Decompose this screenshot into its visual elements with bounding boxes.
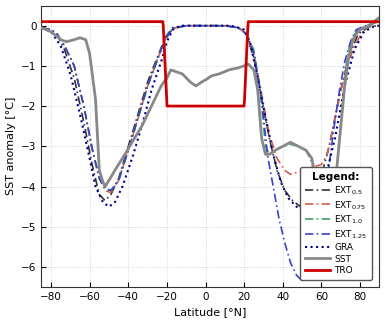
SST bbox=[254, 83, 259, 87]
Line: TRO: TRO bbox=[41, 22, 380, 106]
EXT$_{0.5}$ bbox=[255, 73, 259, 77]
EXT$_{0.5}$ bbox=[236, 26, 240, 30]
Legend: EXT$_{0.5}$, EXT$_{0.75}$, EXT$_{1.0}$, EXT$_{1.25}$, GRA, SST, TRO: EXT$_{0.5}$, EXT$_{0.75}$, EXT$_{1.0}$, … bbox=[300, 168, 372, 280]
TRO bbox=[39, 20, 44, 24]
SST bbox=[244, 63, 249, 67]
EXT$_{0.5}$ bbox=[331, 124, 336, 128]
GRA bbox=[39, 26, 44, 30]
EXT$_{1.0}$ bbox=[295, 144, 300, 148]
Line: EXT$_{0.75}$: EXT$_{0.75}$ bbox=[41, 22, 380, 193]
GRA bbox=[377, 24, 382, 27]
EXT$_{0.5}$ bbox=[377, 24, 382, 27]
EXT$_{1.0}$ bbox=[60, 40, 64, 44]
Line: GRA: GRA bbox=[41, 26, 380, 211]
SST bbox=[377, 16, 382, 20]
EXT$_{1.25}$ bbox=[244, 33, 249, 37]
EXT$_{0.5}$ bbox=[39, 26, 44, 30]
EXT$_{0.75}$ bbox=[255, 69, 259, 73]
TRO bbox=[245, 43, 249, 47]
TRO bbox=[331, 20, 335, 24]
GRA bbox=[296, 206, 301, 210]
SST bbox=[295, 144, 300, 148]
TRO bbox=[255, 20, 259, 24]
EXT$_{1.25}$ bbox=[39, 26, 44, 30]
EXT$_{1.25}$ bbox=[331, 134, 335, 138]
EXT$_{1.25}$ bbox=[254, 68, 259, 72]
EXT$_{1.0}$ bbox=[39, 26, 44, 30]
SST bbox=[235, 66, 240, 70]
EXT$_{0.75}$ bbox=[236, 26, 240, 30]
EXT$_{1.0}$ bbox=[254, 66, 259, 70]
EXT$_{1.0}$ bbox=[244, 33, 249, 36]
EXT$_{1.25}$ bbox=[60, 40, 64, 44]
EXT$_{1.0}$ bbox=[235, 26, 240, 29]
TRO bbox=[377, 20, 382, 24]
EXT$_{1.25}$ bbox=[235, 26, 240, 29]
Line: EXT$_{0.5}$: EXT$_{0.5}$ bbox=[41, 26, 380, 207]
SST bbox=[39, 26, 44, 30]
SST bbox=[331, 205, 335, 209]
EXT$_{0.5}$ bbox=[245, 35, 249, 38]
EXT$_{0.75}$ bbox=[331, 126, 335, 130]
EXT$_{0.5}$ bbox=[298, 205, 303, 209]
EXT$_{0.5}$ bbox=[184, 24, 189, 27]
EXT$_{0.75}$ bbox=[245, 34, 249, 38]
EXT$_{1.25}$ bbox=[295, 275, 300, 278]
EXT$_{0.75}$ bbox=[109, 191, 113, 194]
SST bbox=[323, 229, 328, 233]
EXT$_{0.75}$ bbox=[296, 170, 301, 174]
EXT$_{1.25}$ bbox=[377, 18, 382, 22]
SST bbox=[60, 38, 64, 42]
TRO bbox=[296, 20, 301, 24]
GRA bbox=[236, 26, 240, 29]
TRO bbox=[236, 104, 240, 108]
EXT$_{0.75}$ bbox=[39, 26, 44, 30]
X-axis label: Latitude [°N]: Latitude [°N] bbox=[174, 307, 246, 318]
EXT$_{1.0}$ bbox=[331, 203, 335, 207]
Y-axis label: SST anomaly [°C]: SST anomaly [°C] bbox=[5, 97, 15, 195]
EXT$_{0.75}$ bbox=[60, 40, 64, 44]
GRA bbox=[60, 48, 64, 52]
GRA bbox=[331, 143, 336, 147]
Line: EXT$_{1.25}$: EXT$_{1.25}$ bbox=[41, 20, 380, 281]
EXT$_{1.0}$ bbox=[323, 229, 328, 233]
GRA bbox=[255, 73, 259, 77]
EXT$_{1.25}$ bbox=[300, 279, 305, 283]
TRO bbox=[60, 20, 64, 24]
TRO bbox=[165, 104, 169, 108]
EXT$_{0.5}$ bbox=[60, 43, 64, 47]
Line: EXT$_{1.0}$: EXT$_{1.0}$ bbox=[41, 22, 380, 231]
Line: SST: SST bbox=[41, 18, 380, 231]
EXT$_{0.75}$ bbox=[377, 20, 382, 24]
GRA bbox=[245, 34, 249, 37]
EXT$_{0.5}$ bbox=[296, 203, 301, 207]
GRA bbox=[300, 209, 304, 213]
EXT$_{1.0}$ bbox=[377, 20, 382, 24]
GRA bbox=[178, 24, 183, 27]
